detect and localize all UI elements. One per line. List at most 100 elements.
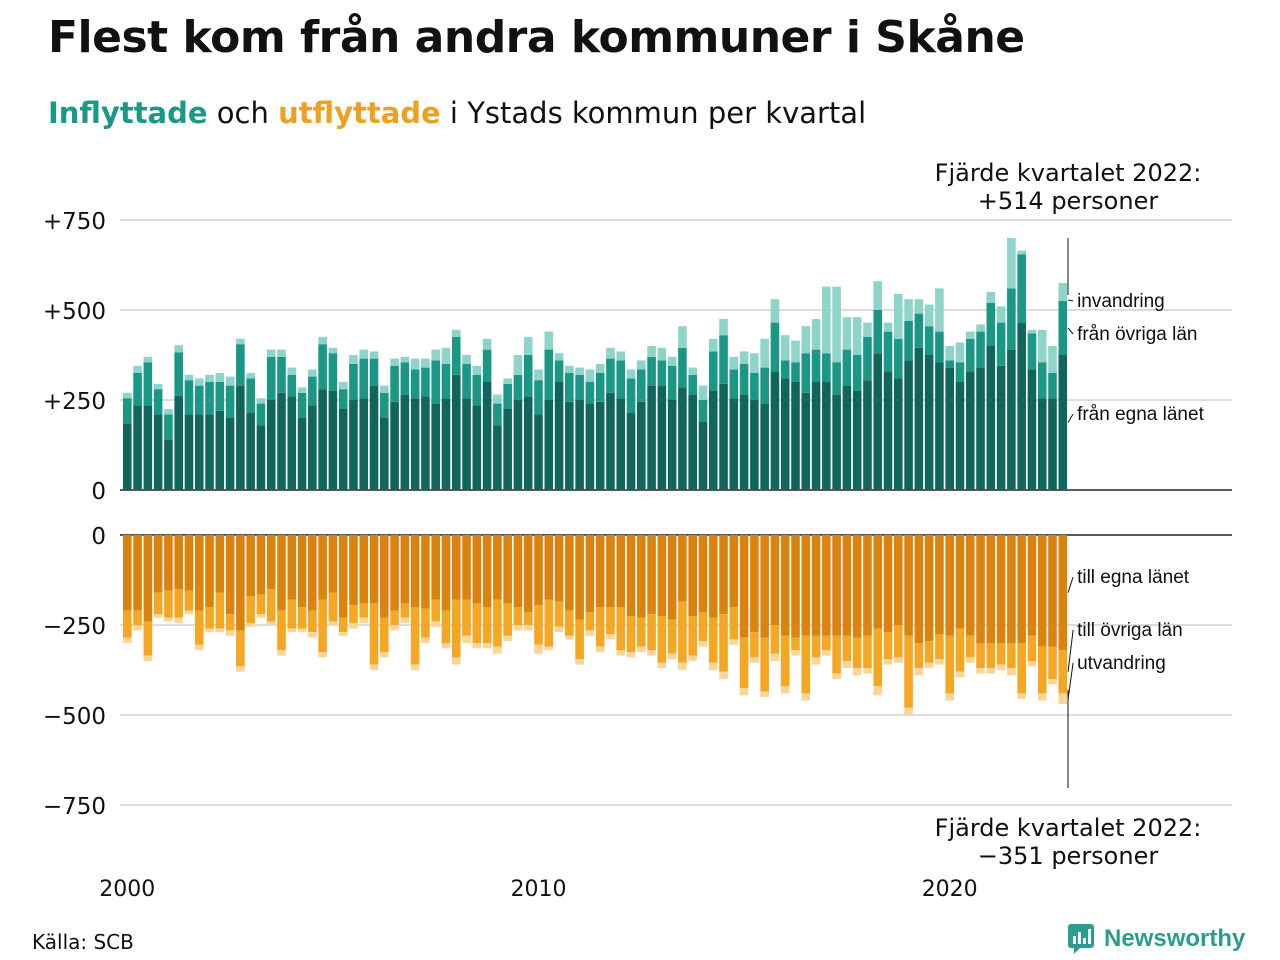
bar-in-other — [277, 356, 286, 393]
bar-in-own — [750, 400, 759, 490]
bar-out-own — [894, 535, 903, 625]
annotation-bottom-line2: −351 personer — [977, 842, 1159, 870]
bar-in-abroad — [205, 374, 214, 382]
bar-in-own — [842, 385, 852, 490]
bar-in-other — [996, 322, 1006, 366]
bar-in-other — [205, 382, 214, 415]
bar-out-own — [976, 535, 985, 643]
bar-out-other — [935, 634, 944, 660]
bar-out-other — [287, 599, 297, 629]
bar-in-abroad — [657, 347, 667, 361]
bar-out-abroad — [996, 664, 1006, 670]
bar-in-other — [811, 349, 821, 382]
bar-out-abroad — [832, 673, 841, 679]
bar-out-own — [729, 535, 739, 607]
bar-out-own — [863, 535, 872, 636]
bar-in-abroad — [780, 335, 790, 361]
bar-in-other — [1058, 301, 1068, 355]
bar-in-other — [976, 331, 985, 368]
bar-out-own — [935, 535, 944, 634]
bar-in-own — [1048, 398, 1057, 490]
bar-out-other — [832, 635, 841, 674]
bar-in-own — [801, 392, 811, 490]
bar-in-own — [739, 394, 749, 490]
bar-out-other — [534, 605, 543, 645]
bar-in-own — [565, 401, 574, 490]
bar-out-other — [842, 635, 852, 661]
bar-in-other — [873, 310, 883, 354]
bar-out-own — [822, 535, 831, 636]
bar-out-own — [534, 535, 543, 606]
bar-in-other — [1048, 373, 1057, 399]
y-tick-label-in: +750 — [43, 209, 106, 235]
bar-in-own — [1058, 355, 1068, 490]
bar-out-abroad — [277, 650, 286, 656]
bar-in-abroad — [462, 355, 471, 364]
annotation-bottom-line1: Fjärde kvartalet 2022: — [934, 814, 1202, 842]
bar-out-other — [215, 592, 225, 629]
bar-in-other — [308, 376, 317, 406]
bar-chart-icon — [1068, 924, 1094, 954]
bar-out-abroad — [935, 659, 944, 665]
bar-out-abroad — [801, 693, 811, 701]
bar-out-other — [205, 607, 214, 629]
bar-in-own — [328, 391, 338, 490]
bar-out-own — [441, 535, 451, 611]
bar-in-own — [760, 403, 769, 490]
bar-out-other — [472, 603, 482, 643]
bar-out-other — [791, 637, 800, 651]
bar-out-other — [123, 610, 132, 638]
bar-in-abroad — [400, 356, 410, 363]
bar-in-abroad — [338, 382, 348, 390]
bar-out-own — [205, 535, 214, 607]
bar-in-own — [554, 382, 564, 490]
bar-out-other — [924, 641, 934, 663]
bar-out-own — [811, 535, 821, 636]
bar-in-abroad — [606, 347, 615, 359]
bar-out-own — [1037, 535, 1047, 647]
bar-out-other — [1007, 643, 1016, 669]
bar-in-abroad — [863, 322, 872, 337]
bar-out-own — [657, 535, 667, 616]
bar-out-other — [708, 617, 718, 663]
bar-in-abroad — [544, 331, 554, 350]
series-label-in: från egna länet — [1077, 404, 1204, 425]
bar-out-own — [883, 535, 893, 633]
bar-out-other — [554, 601, 564, 627]
bar-out-other — [955, 628, 965, 672]
bar-out-own — [380, 535, 389, 618]
bar-out-abroad — [390, 625, 399, 631]
bar-out-abroad — [194, 644, 204, 651]
bar-out-other — [390, 610, 399, 625]
bar-out-abroad — [955, 671, 965, 678]
bar-in-other — [791, 362, 800, 382]
bar-out-other — [657, 616, 667, 663]
bar-out-other — [133, 610, 142, 625]
bar-in-other — [750, 373, 759, 400]
bar-out-abroad — [894, 657, 903, 663]
bar-in-own — [482, 382, 492, 490]
bar-out-other — [965, 635, 975, 658]
bar-out-abroad — [369, 664, 379, 670]
source-note: Källa: SCB — [32, 930, 134, 954]
bar-out-own — [678, 535, 687, 602]
bar-in-abroad — [678, 326, 687, 348]
bar-out-other — [688, 616, 697, 656]
bar-in-other — [935, 331, 944, 363]
bar-in-own — [955, 382, 965, 490]
bar-in-own — [719, 383, 728, 490]
bar-in-own — [1007, 349, 1016, 490]
bar-in-abroad — [236, 338, 245, 345]
bar-out-other — [780, 635, 790, 687]
bar-out-other — [544, 599, 554, 647]
bar-out-own — [965, 535, 975, 636]
bar-out-own — [780, 535, 790, 636]
bar-out-other — [729, 607, 739, 640]
bar-out-own — [277, 535, 286, 611]
bar-in-abroad — [523, 337, 533, 355]
bar-in-abroad — [811, 319, 821, 350]
bar-out-abroad — [544, 646, 554, 651]
bar-out-other — [1017, 643, 1026, 694]
bar-in-other — [194, 385, 204, 415]
bar-in-own — [976, 367, 985, 490]
